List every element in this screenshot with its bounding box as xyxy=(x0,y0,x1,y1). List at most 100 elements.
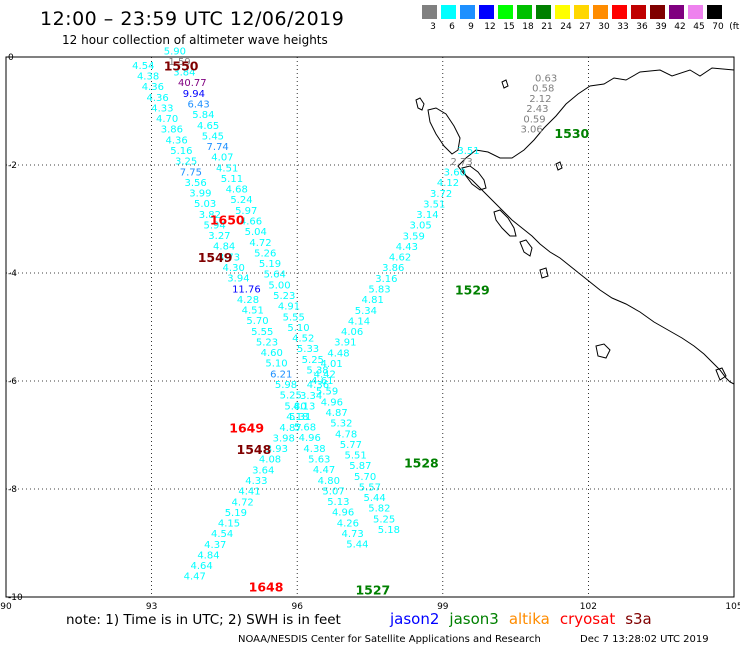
wave-height-value: 4.36 xyxy=(165,135,187,146)
pass-time-label: 1530 xyxy=(554,126,589,141)
colorbar-swatch xyxy=(479,5,494,19)
latitude-tick-label: -2 xyxy=(8,161,17,171)
wave-height-value: 4.14 xyxy=(348,316,370,327)
colorbar-swatch xyxy=(555,5,570,19)
wave-height-value: 4.38 xyxy=(137,72,159,83)
island-outline xyxy=(501,79,509,89)
wave-height-value: 5.55 xyxy=(251,327,273,338)
wave-height-value: 4.91 xyxy=(278,302,300,313)
wave-height-value: 3.59 xyxy=(403,231,425,242)
wave-height-value: 4.01 xyxy=(320,359,342,370)
pass-time-label: 1648 xyxy=(249,580,284,595)
island-outline xyxy=(427,107,461,155)
wave-height-value: 5.25 xyxy=(280,391,302,402)
pass-time-label: 1550 xyxy=(164,59,199,74)
wave-height-value: 5.11 xyxy=(221,174,243,185)
island-outline xyxy=(461,165,487,191)
wave-height-value: 4.66 xyxy=(240,217,262,228)
wave-height-value: 5.07 xyxy=(322,486,344,497)
wave-height-value: 5.82 xyxy=(368,504,390,515)
wave-height-value: 3.16 xyxy=(375,274,397,285)
satellite-legend-item: jason3 xyxy=(449,610,499,628)
wave-height-value: 5.13 xyxy=(327,497,349,508)
colorbar-swatch xyxy=(498,5,513,19)
wave-height-value: 3.05 xyxy=(409,221,431,232)
colorbar-label: 30 xyxy=(598,22,610,32)
longitude-tick-label: 96 xyxy=(291,602,303,612)
coastline-layer xyxy=(415,67,735,385)
wave-height-value: 4.60 xyxy=(261,348,283,359)
satellite-legend-item: s3a xyxy=(625,610,652,628)
wave-height-value: 5.59 xyxy=(316,387,338,398)
wave-height-value: 4.36 xyxy=(146,93,168,104)
colorbar-swatch xyxy=(650,5,665,19)
wave-height-value: 5.94 xyxy=(204,220,226,231)
wave-height-value: 4.96 xyxy=(321,397,343,408)
wave-height-value: 4.06 xyxy=(341,327,363,338)
island-outline xyxy=(493,209,517,237)
wave-height-value: 2.73 xyxy=(451,157,473,168)
island-outline xyxy=(539,267,549,279)
map-title: 12:00 – 23:59 UTC 12/06/2019 xyxy=(40,8,345,30)
wave-height-value: 5.84 xyxy=(192,110,214,121)
wave-height-value: 5.04 xyxy=(245,227,267,238)
latitude-tick-label: -6 xyxy=(8,377,17,387)
wave-height-value: 5.38 xyxy=(306,365,328,376)
wave-height-value: 4.36 xyxy=(142,82,164,93)
colorbar-swatch xyxy=(574,5,589,19)
pass-time-label: 1548 xyxy=(237,442,272,457)
wave-height-value: 0.58 xyxy=(532,84,554,95)
wave-height-value: 5.44 xyxy=(346,540,368,551)
wave-height-value: 5.80 xyxy=(284,401,306,412)
wave-height-value: 4.18 xyxy=(286,412,308,423)
colorbar-label: 6 xyxy=(449,22,455,32)
wave-height-value: 3.64 xyxy=(252,465,274,476)
latitude-tick-label: -10 xyxy=(8,593,23,603)
pass-time-label: 1529 xyxy=(455,283,490,298)
wave-height-value: 4.96 xyxy=(332,508,354,519)
wave-height-value: 3.27 xyxy=(208,231,230,242)
wave-height-value: 3.51 xyxy=(423,199,445,210)
wave-height-value: 5.90 xyxy=(164,46,186,57)
wave-height-value: 4.87 xyxy=(279,423,301,434)
wave-height-value: 5.00 xyxy=(268,280,290,291)
wave-height-value: 3.06 xyxy=(520,125,542,136)
wave-height-value: 5.18 xyxy=(378,525,400,536)
colorbar-label: 39 xyxy=(655,22,667,32)
wave-height-value: 3.86 xyxy=(161,125,183,136)
wave-height-value: 5.83 xyxy=(368,284,390,295)
wave-height-value: 3.73 xyxy=(218,252,240,263)
wave-height-value: 3.98 xyxy=(273,433,295,444)
colorbar-label: 42 xyxy=(674,22,686,32)
wave-height-value: 3.93 xyxy=(266,444,288,455)
map-frame: 90 93 96 99 102 105 0 -2 -4 -6 -8 -10 xyxy=(0,53,740,612)
colorbar-label: 3 xyxy=(430,22,436,32)
wave-height-value: 4.38 xyxy=(303,444,325,455)
wave-height-value: 4.47 xyxy=(184,572,206,583)
wave-height-value: 4.41 xyxy=(238,487,260,498)
wave-height-value: 4.54 xyxy=(132,61,154,72)
wave-height-value: 4.72 xyxy=(232,497,254,508)
wave-height-value: 5.24 xyxy=(230,195,252,206)
wave-height-value: 5.26 xyxy=(254,248,276,259)
colorbar-label: 33 xyxy=(617,22,629,32)
wave-height-value: 4.73 xyxy=(341,529,363,540)
wave-height-value: 4.70 xyxy=(156,114,178,125)
wave-height-value: 4.33 xyxy=(245,476,267,487)
wave-height-value: 5.55 xyxy=(283,312,305,323)
colorbar-unit: (ft) xyxy=(729,22,740,32)
colorbar-swatch xyxy=(441,5,456,19)
wave-height-value: 4.15 xyxy=(218,519,240,530)
footnote: note: 1) Time is in UTC; 2) SWH is in fe… xyxy=(66,612,341,628)
wave-height-value: 4.68 xyxy=(226,185,248,196)
colorbar-label: 45 xyxy=(693,22,705,32)
latitude-tick-label: 0 xyxy=(8,53,14,63)
wave-height-value: 4.36 xyxy=(307,380,329,391)
wave-height-value: 4.61 xyxy=(311,376,333,387)
wave-height-value: 5.77 xyxy=(340,440,362,451)
colorbar-label: 18 xyxy=(522,22,534,32)
wave-height-value: 4.13 xyxy=(293,402,315,413)
colorbar-label: 27 xyxy=(579,22,591,32)
satellite-legend-item: jason2 xyxy=(390,610,440,628)
colorbar-label: 9 xyxy=(468,22,474,32)
